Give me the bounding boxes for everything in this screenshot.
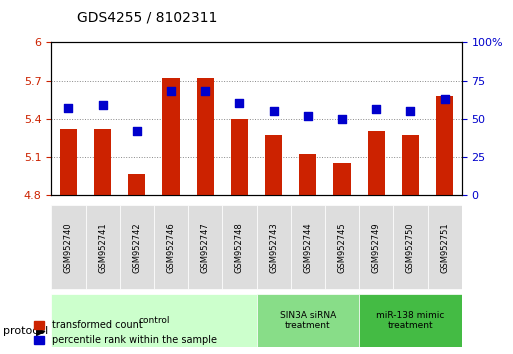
Text: GSM952740: GSM952740 [64,222,73,273]
Bar [231,119,248,195]
FancyBboxPatch shape [256,294,359,347]
Text: GSM952751: GSM952751 [440,222,449,273]
Text: GSM952744: GSM952744 [303,222,312,273]
Bar [299,154,317,195]
FancyBboxPatch shape [359,294,462,347]
Legend: transformed count, percentile rank within the sample: transformed count, percentile rank withi… [30,316,221,349]
Point [167,88,175,94]
Point [64,105,72,111]
FancyBboxPatch shape [51,294,256,347]
Text: control: control [138,316,170,325]
FancyBboxPatch shape [359,205,393,289]
Point [372,107,380,112]
Bar [163,78,180,195]
Point [235,101,244,106]
Bar [60,129,77,195]
Point [98,102,107,108]
Bar [265,135,282,195]
FancyBboxPatch shape [393,205,427,289]
Point [441,96,449,102]
FancyBboxPatch shape [427,205,462,289]
Bar [333,163,350,195]
Text: GSM952749: GSM952749 [372,222,381,273]
Text: GSM952750: GSM952750 [406,222,415,273]
Text: GSM952748: GSM952748 [235,222,244,273]
Point [201,88,209,94]
Text: SIN3A siRNA
treatment: SIN3A siRNA treatment [280,310,336,330]
Bar [436,96,453,195]
Text: GSM952747: GSM952747 [201,222,210,273]
FancyBboxPatch shape [325,205,359,289]
Text: miR-138 mimic
treatment: miR-138 mimic treatment [376,310,445,330]
FancyBboxPatch shape [51,205,86,289]
FancyBboxPatch shape [222,205,256,289]
FancyBboxPatch shape [120,205,154,289]
FancyBboxPatch shape [188,205,222,289]
Bar [94,129,111,195]
FancyBboxPatch shape [256,205,291,289]
Point [304,113,312,118]
FancyBboxPatch shape [291,205,325,289]
Text: ▶: ▶ [36,325,46,337]
Text: protocol: protocol [3,326,48,336]
Bar [402,135,419,195]
Text: GSM952746: GSM952746 [167,222,175,273]
FancyBboxPatch shape [154,205,188,289]
Bar [368,131,385,195]
Point [406,108,415,114]
Bar [128,175,145,195]
Text: GDS4255 / 8102311: GDS4255 / 8102311 [77,11,218,25]
Point [338,116,346,121]
Bar [196,78,214,195]
FancyBboxPatch shape [86,205,120,289]
Text: GSM952743: GSM952743 [269,222,278,273]
Point [133,128,141,133]
Text: GSM952741: GSM952741 [98,222,107,273]
Text: GSM952742: GSM952742 [132,222,141,273]
Text: GSM952745: GSM952745 [338,222,346,273]
Point [269,108,278,114]
